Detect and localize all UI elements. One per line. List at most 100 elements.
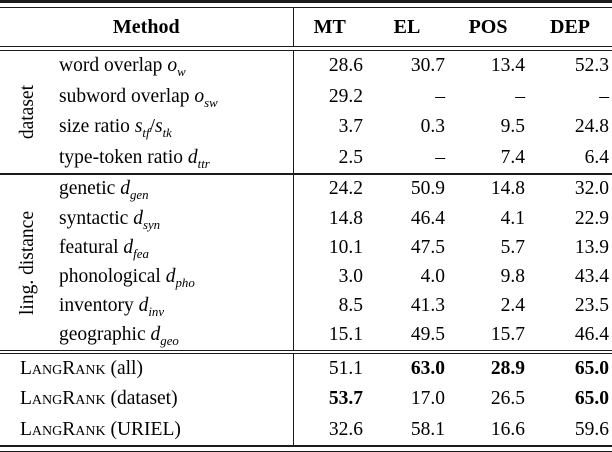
label-text: phonological [59,265,166,287]
label-text: LangRank [20,418,106,440]
value-cell: 59.6 [574,418,610,440]
label-text: featural [59,236,124,258]
math-subscript: tk [162,125,172,140]
value-cell: 53.7 [292,384,367,415]
value-cell: 46.4 [574,324,609,346]
value-cell: 58.1 [410,418,446,440]
value-cell: 29.2 [292,81,366,112]
table-row: subword overlap osw 29.2– – – [0,81,612,113]
langrank-separator-rule [0,350,612,354]
math-variable: o [167,55,178,77]
math-subscript: geo [160,334,179,349]
table-row: size ratio stf/stk 3.7 0.3 9.5 24.8 [0,112,612,143]
math-subscript: sw [204,95,218,110]
label-text: genetic [59,178,121,200]
table-row: featural dfea 10.1 47.5 5.7 13.9 [0,233,612,263]
table-row: LangRank (URIEL) 32.6 58.1 16.6 59.6 [0,414,612,445]
label-text: word overlap [59,55,168,77]
math-subscript: gen [129,188,149,203]
math-variable: d [165,265,176,287]
section-langrank: LangRank (all) 51.1 63.0 28.9 65.0 LangRank (… [0,354,612,445]
value-cell: 3.0 [292,262,366,292]
value-cell: 6.4 [584,146,609,168]
value-cell: 65.0 [574,357,610,379]
value-cell: – [435,146,445,168]
math-subscript: fea [133,246,149,261]
method-label-cell: featural dfea [57,233,293,262]
value-cell: 47.5 [410,236,445,258]
table-row: geographic dgeo 15.1 49.5 15.7 46.4 [0,320,612,350]
value-cell: 52.3 [574,55,609,77]
value-cell: 32.0 [574,178,609,200]
header-rule [0,46,612,51]
math-variable: s [134,116,143,138]
top-rule [0,0,612,8]
value-cell: 43.4 [574,265,609,287]
method-label-cell: word overlap ow [57,51,293,82]
value-cell: 14.8 [490,178,525,200]
value-cell: 5.7 [500,236,525,258]
group-separator-rule [0,173,612,175]
method-label-cell: subword overlap osw [57,82,293,113]
math-subscript: pho [175,275,195,290]
value-cell: 32.6 [292,414,367,445]
label-text: (all) [105,357,143,379]
label-text: LangRank [20,388,106,410]
method-label-cell: LangRank (dataset) [0,384,293,414]
math-subscript: tf [142,125,150,140]
math-variable: d [150,324,161,346]
column-header-pos: POS [468,15,508,38]
header-row: Method MT EL POS DEP [0,8,612,46]
label-text: size ratio [59,116,135,138]
value-cell: 4.1 [500,207,525,229]
method-column-header: Method [112,15,180,38]
table-row: phonological dpho 3.0 4.0 9.8 43.4 [0,262,612,292]
value-cell: 24.8 [574,116,609,138]
method-label-cell: syntactic dsyn [57,204,293,233]
method-label-cell: inventory dinv [57,292,293,321]
math-variable: d [120,178,130,200]
label-text: syntactic [59,207,134,229]
label-text: / [149,116,155,138]
value-cell: 7.4 [500,146,525,168]
value-cell: 15.1 [292,320,366,350]
table-row: ling. distance genetic dgen 24.2 50.9 14.8 32… [0,175,612,314]
value-cell: 8.5 [292,291,366,321]
method-label-cell: genetic dgen [57,175,293,204]
label-text: LangRank [20,357,106,379]
math-subscript: ttr [197,156,210,171]
bottom-rule [0,445,612,452]
value-cell: 63.0 [410,357,446,379]
value-cell: 0.3 [420,116,445,138]
label-text: subword overlap [59,85,195,107]
method-label-cell: phonological dpho [57,262,293,291]
label-text: geographic [59,324,151,346]
value-cell: 15.7 [490,324,525,346]
math-variable: o [194,85,205,107]
value-cell: 16.6 [490,418,526,440]
method-label-cell: LangRank (URIEL) [0,415,293,445]
value-cell: 28.6 [292,51,366,82]
label-text: inventory [59,294,139,316]
table-header: Method MT EL POS DEP [0,8,612,46]
math-variable: d [133,207,143,229]
value-cell: 23.5 [574,294,609,316]
table-row: LangRank (all) 51.1 63.0 28.9 65.0 [0,354,612,385]
value-cell: 50.9 [410,178,445,200]
label-text: (URIEL) [105,418,181,440]
column-header-el: EL [393,15,421,38]
math-variable: s [154,116,163,138]
group-label-cell: ling. distance [0,175,57,350]
value-cell: 14.8 [292,204,366,234]
value-cell: 13.9 [574,236,609,258]
value-cell: 9.8 [500,265,525,287]
math-variable: d [187,146,198,168]
group-label-ling-distance: ling. distance [17,210,39,315]
value-cell: 10.1 [292,233,366,263]
section-ling-distance: ling. distance genetic dgen 24.2 50.9 14.8 32… [0,175,612,350]
label-text: type-token ratio [59,146,188,168]
value-cell: – [435,85,445,107]
table-row: syntactic dsyn 14.8 46.4 4.1 22.9 [0,204,612,234]
value-cell: 2.5 [292,142,366,173]
